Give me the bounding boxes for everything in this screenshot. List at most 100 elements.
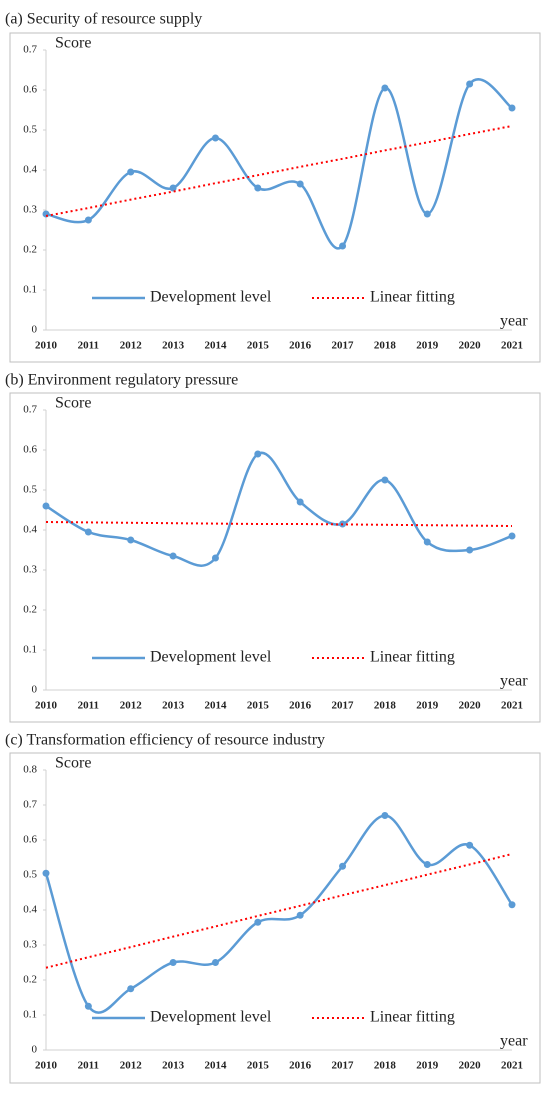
x-tick-label: 2016 (289, 1060, 312, 1072)
x-tick-label: 2019 (416, 340, 439, 352)
x-tick-label: 2010 (35, 700, 58, 712)
x-tick-label: 2021 (501, 1060, 523, 1072)
panel-title: (b) Environment regulatory pressure (5, 372, 238, 389)
x-tick-label: 2016 (289, 340, 312, 352)
data-point (42, 502, 50, 510)
x-tick-label: 2020 (459, 1060, 482, 1072)
x-tick-label: 2020 (459, 340, 482, 352)
x-tick-label: 2019 (416, 700, 439, 712)
y-tick-label: 0.3 (23, 939, 37, 951)
x-tick-label: 2018 (374, 700, 397, 712)
x-tick-label: 2012 (120, 340, 143, 352)
data-point (296, 498, 304, 506)
data-point (381, 476, 389, 484)
data-point (127, 168, 135, 176)
panel-border (9, 32, 541, 363)
x-tick-label: 2013 (162, 1060, 185, 1072)
x-tick-label: 2019 (416, 1060, 439, 1072)
y-tick-label: 0.1 (23, 1009, 37, 1021)
fit-line (45, 125, 513, 217)
data-point (466, 80, 474, 88)
x-tick-label: 2011 (78, 1060, 99, 1072)
data-point (296, 911, 304, 919)
y-tick-label: 0 (32, 1044, 38, 1056)
y-tick-label: 0.8 (23, 764, 37, 776)
y-axis-label: Score (55, 395, 91, 412)
data-line (44, 814, 514, 1014)
y-tick-label: 0.4 (23, 524, 37, 536)
x-tick-label: 2018 (374, 1060, 397, 1072)
y-tick-label: 0.2 (23, 244, 37, 256)
data-point (169, 184, 177, 192)
y-tick-label: 0.3 (23, 564, 37, 576)
data-point (127, 985, 135, 993)
data-point (339, 862, 347, 870)
data-point (84, 216, 92, 224)
x-tick-label: 2013 (162, 700, 185, 712)
x-tick-label: 2017 (332, 340, 355, 352)
data-point (296, 180, 304, 188)
data-point (84, 528, 92, 536)
legend-label: Development level (150, 1009, 272, 1026)
x-axis-label: year (500, 313, 528, 330)
x-tick-label: 2012 (120, 700, 143, 712)
data-point (211, 134, 219, 142)
y-tick-label: 0.6 (23, 834, 37, 846)
x-tick-label: 2015 (247, 340, 270, 352)
y-tick-label: 0.4 (23, 164, 37, 176)
y-tick-label: 0.1 (23, 284, 37, 296)
y-tick-label: 0.6 (23, 84, 37, 96)
x-tick-label: 2010 (35, 1060, 58, 1072)
y-tick-label: 0.7 (23, 404, 37, 416)
y-tick-label: 0.5 (23, 484, 37, 496)
legend-label: Linear fitting (370, 289, 455, 306)
legend-label: Development level (150, 649, 272, 666)
panel-title: (a) Security of resource supply (5, 11, 202, 28)
y-tick-label: 0.2 (23, 974, 37, 986)
x-tick-label: 2013 (162, 340, 185, 352)
legend-label: Linear fitting (370, 649, 455, 666)
data-point (42, 869, 50, 877)
x-tick-label: 2014 (204, 1060, 227, 1072)
data-point (254, 918, 262, 926)
x-axis-label: year (500, 673, 528, 690)
fit-line (45, 853, 513, 969)
x-tick-label: 2011 (78, 340, 99, 352)
y-tick-label: 0.5 (23, 869, 37, 881)
panel-title: (c) Transformation efficiency of resourc… (5, 732, 325, 749)
x-tick-label: 2011 (78, 700, 99, 712)
data-point (423, 538, 431, 546)
y-tick-label: 0.3 (23, 204, 37, 216)
x-axis-label: year (500, 1033, 528, 1050)
x-tick-label: 2017 (332, 1060, 355, 1072)
data-line (45, 78, 513, 250)
data-point (381, 812, 389, 819)
y-axis-label: Score (55, 35, 91, 52)
y-tick-label: 0.7 (23, 799, 37, 811)
data-point (84, 1002, 92, 1010)
x-tick-label: 2012 (120, 1060, 143, 1072)
x-tick-label: 2017 (332, 700, 355, 712)
data-point (466, 546, 474, 554)
data-point (508, 532, 516, 540)
data-point (127, 536, 135, 544)
data-point (466, 841, 474, 849)
y-tick-label: 0.1 (23, 644, 37, 656)
panel-border (9, 392, 541, 723)
y-tick-label: 0.4 (23, 904, 37, 916)
x-tick-label: 2021 (501, 340, 523, 352)
legend-label: Development level (150, 289, 272, 306)
data-point (169, 552, 177, 560)
data-point (254, 184, 262, 192)
y-tick-label: 0.7 (23, 44, 37, 56)
x-tick-label: 2016 (289, 700, 312, 712)
x-tick-label: 2015 (247, 700, 270, 712)
x-tick-label: 2020 (459, 700, 482, 712)
x-tick-label: 2021 (501, 700, 523, 712)
panel-border (9, 752, 541, 1084)
y-axis-label: Score (55, 755, 91, 772)
legend-label: Linear fitting (370, 1009, 455, 1026)
data-point (211, 959, 219, 966)
y-tick-label: 0.2 (23, 604, 37, 616)
